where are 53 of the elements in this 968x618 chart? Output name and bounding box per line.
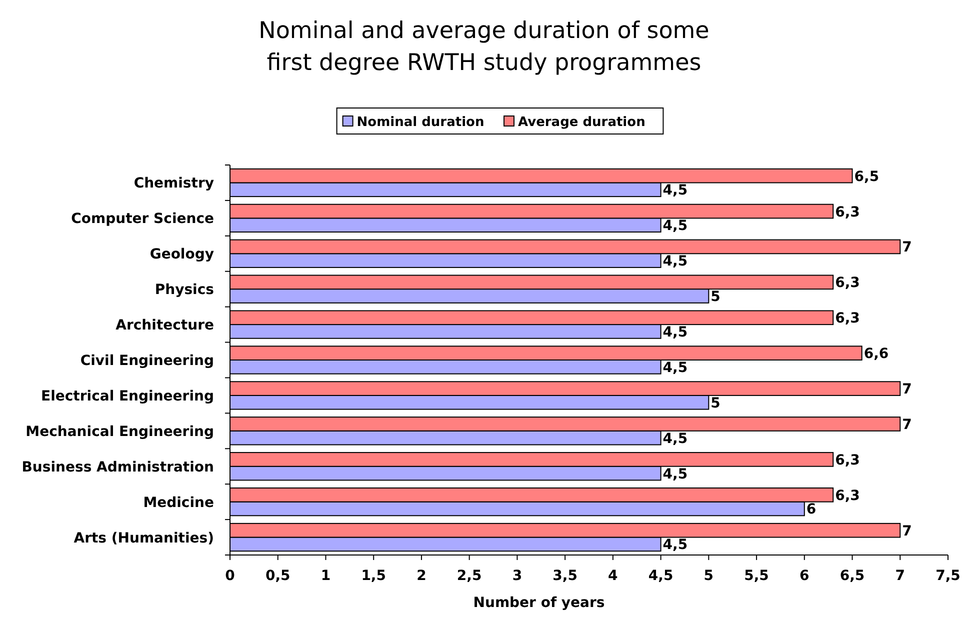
- y-tick-label: Mechanical Engineering: [26, 424, 214, 440]
- y-tick-label: Chemistry: [134, 176, 214, 192]
- x-tick-label: 1,5: [361, 568, 386, 584]
- data-label: 6,3: [835, 452, 860, 468]
- x-tick-label: 4,5: [648, 568, 674, 584]
- x-tick-label: 0,5: [265, 568, 290, 584]
- x-tick-label: 4: [608, 568, 618, 584]
- data-label: 4,5: [662, 430, 688, 447]
- data-label: 5: [710, 289, 720, 306]
- y-tick-label: Arts (Humanities): [74, 530, 214, 546]
- x-tick-label: 7,5: [936, 568, 960, 584]
- y-tick-label: Medicine: [143, 494, 214, 511]
- data-label: 4,5: [662, 466, 688, 482]
- data-label: 6,3: [835, 275, 860, 292]
- data-label: 7: [902, 523, 912, 540]
- y-tick-label: Computer Science: [71, 211, 214, 228]
- x-tick-label: 1: [320, 568, 331, 584]
- data-label: 6,6: [864, 346, 889, 362]
- x-tick-label: 3: [512, 568, 522, 584]
- data-label: 4,5: [662, 254, 688, 270]
- data-label: 6: [806, 502, 816, 518]
- y-tick-label: Electrical Engineering: [41, 388, 214, 404]
- x-tick-label: 0: [225, 568, 236, 584]
- x-tick-label: 7: [895, 568, 906, 584]
- y-tick-label: Business Administration: [22, 459, 214, 476]
- data-label: 6,3: [835, 204, 860, 220]
- data-label: 6,3: [835, 310, 860, 327]
- x-tick-label: 6: [800, 568, 810, 584]
- y-tick-label: Architecture: [116, 318, 214, 334]
- chart-title: Nominal and average duration of some first degree RWTH study programmes: [258, 18, 710, 76]
- data-label: 7: [902, 240, 912, 256]
- x-tick-label: 2,5: [456, 568, 482, 584]
- data-label: 4,5: [662, 324, 688, 340]
- data-label: 4,5: [662, 182, 688, 199]
- data-label: 7: [902, 382, 912, 398]
- x-tick-label: 5: [704, 568, 714, 584]
- x-axis-title: Number of years: [473, 595, 605, 611]
- x-tick-label: 5,5: [744, 568, 769, 584]
- x-tick-label: 3,5: [552, 568, 578, 584]
- y-tick-label: Geology: [150, 246, 214, 263]
- data-label: 4,5: [662, 537, 688, 554]
- legend-label: Average duration: [518, 115, 646, 130]
- y-tick-label: Physics: [154, 282, 214, 298]
- data-label: 7: [902, 416, 912, 433]
- data-label: 4,5: [662, 218, 688, 234]
- x-tick-label: 2: [416, 568, 426, 584]
- y-tick-label: Civil Engineering: [80, 353, 214, 369]
- data-label: 5: [710, 395, 720, 412]
- legend-label: Nominal duration: [356, 115, 484, 130]
- data-label: 4,5: [662, 360, 688, 376]
- data-label: 6,5: [854, 168, 880, 185]
- x-tick-label: 6,5: [840, 568, 865, 584]
- data-label: 6,3: [835, 488, 860, 504]
